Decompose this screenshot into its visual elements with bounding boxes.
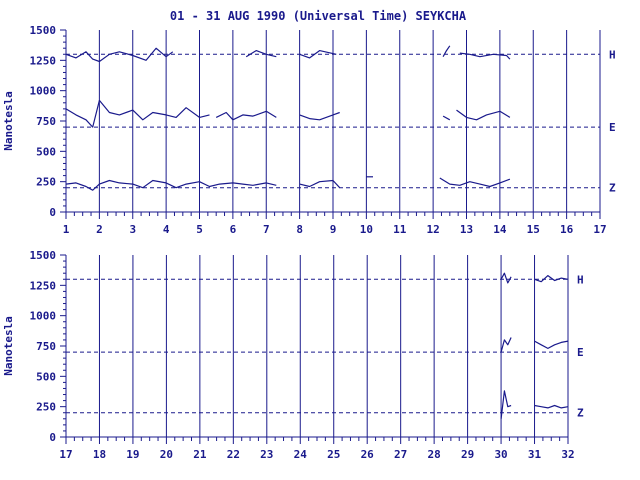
x-tick-label: 26 [361, 448, 375, 461]
x-tick-label: 16 [560, 223, 574, 236]
reference-label-h: H [609, 48, 616, 61]
x-tick-label: 15 [527, 223, 540, 236]
series-h-line [65, 47, 174, 63]
x-tick-label: 23 [260, 448, 273, 461]
x-tick-label: 7 [263, 223, 270, 236]
y-tick-label: 1500 [30, 24, 57, 37]
y-tick-label: 1250 [30, 279, 57, 292]
x-tick-label: 6 [230, 223, 237, 236]
y-tick-label: 750 [36, 115, 56, 128]
x-tick-label: 17 [59, 448, 72, 461]
reference-label-z: Z [609, 182, 616, 195]
x-tick-label: 25 [327, 448, 340, 461]
chart-title: 01 - 31 AUG 1990 (Universal Time) SEYKCH… [170, 9, 467, 23]
reference-label-e: E [609, 121, 616, 134]
x-tick-label: 31 [528, 448, 542, 461]
x-tick-label: 5 [196, 223, 203, 236]
y-tick-label: 250 [36, 176, 56, 189]
series-h-line [299, 49, 337, 59]
series-e-line [299, 111, 340, 121]
reference-label-h: H [577, 273, 584, 286]
x-tick-label: 24 [294, 448, 308, 461]
y-tick-label: 0 [49, 206, 56, 219]
x-tick-label: 1 [63, 223, 70, 236]
x-tick-label: 13 [460, 223, 473, 236]
x-tick-label: 17 [593, 223, 606, 236]
x-tick-label: 22 [227, 448, 240, 461]
y-tick-label: 250 [36, 401, 56, 414]
series-z-line [500, 390, 512, 419]
y-tick-label: 750 [36, 340, 56, 353]
x-tick-label: 9 [330, 223, 337, 236]
reference-label-z: Z [577, 407, 584, 420]
x-tick-label: 18 [93, 448, 106, 461]
x-tick-label: 28 [428, 448, 441, 461]
series-e-line [500, 337, 512, 353]
y-tick-label: 1250 [30, 54, 57, 67]
x-tick-label: 11 [393, 223, 407, 236]
series-z-line [299, 179, 341, 189]
series-h-line [245, 49, 277, 58]
series-h-line [500, 272, 512, 284]
series-h-line [459, 52, 511, 60]
series-h-line [442, 45, 451, 57]
series-h-line [534, 275, 569, 283]
x-tick-label: 4 [163, 223, 170, 236]
x-tick-label: 3 [129, 223, 136, 236]
panel-bottom: 17 18 19 20 21 22 23 24 25 26 27 28 29 30 31 32 0 250 500 7… [2, 249, 584, 461]
x-tick-label: 30 [494, 448, 507, 461]
y-tick-label: 0 [49, 431, 56, 444]
series-e-line [215, 110, 277, 121]
series-e-line [65, 99, 210, 128]
x-tick-label: 32 [561, 448, 574, 461]
x-tick-label: 8 [296, 223, 303, 236]
series-z-line [439, 177, 511, 188]
x-tick-label: 29 [461, 448, 474, 461]
x-tick-label: 21 [193, 448, 207, 461]
x-tick-label: 19 [126, 448, 139, 461]
series-e-line [442, 115, 451, 121]
x-tick-label: 12 [427, 223, 440, 236]
panel-top: 1 2 3 4 5 6 7 8 9 10 11 12 13 14 15 16 17025050075010001… [2, 24, 616, 236]
x-tick-label: 20 [160, 448, 173, 461]
y-axis-label: Nanotesla [2, 316, 15, 376]
y-tick-label: 1000 [30, 85, 57, 98]
y-tick-label: 1500 [30, 249, 57, 262]
series-z-line [534, 404, 569, 409]
y-tick-label: 500 [36, 145, 56, 158]
x-tick-label: 14 [493, 223, 507, 236]
reference-label-e: E [577, 346, 584, 359]
series-e-line [456, 109, 511, 121]
x-tick-label: 2 [96, 223, 103, 236]
x-tick-label: 27 [394, 448, 407, 461]
series-e-line [534, 340, 569, 349]
x-tick-label: 10 [360, 223, 373, 236]
y-tick-label: 500 [36, 370, 56, 383]
y-axis-label: Nanotesla [2, 91, 15, 151]
series-z-line [65, 179, 277, 191]
y-tick-label: 1000 [30, 310, 57, 323]
